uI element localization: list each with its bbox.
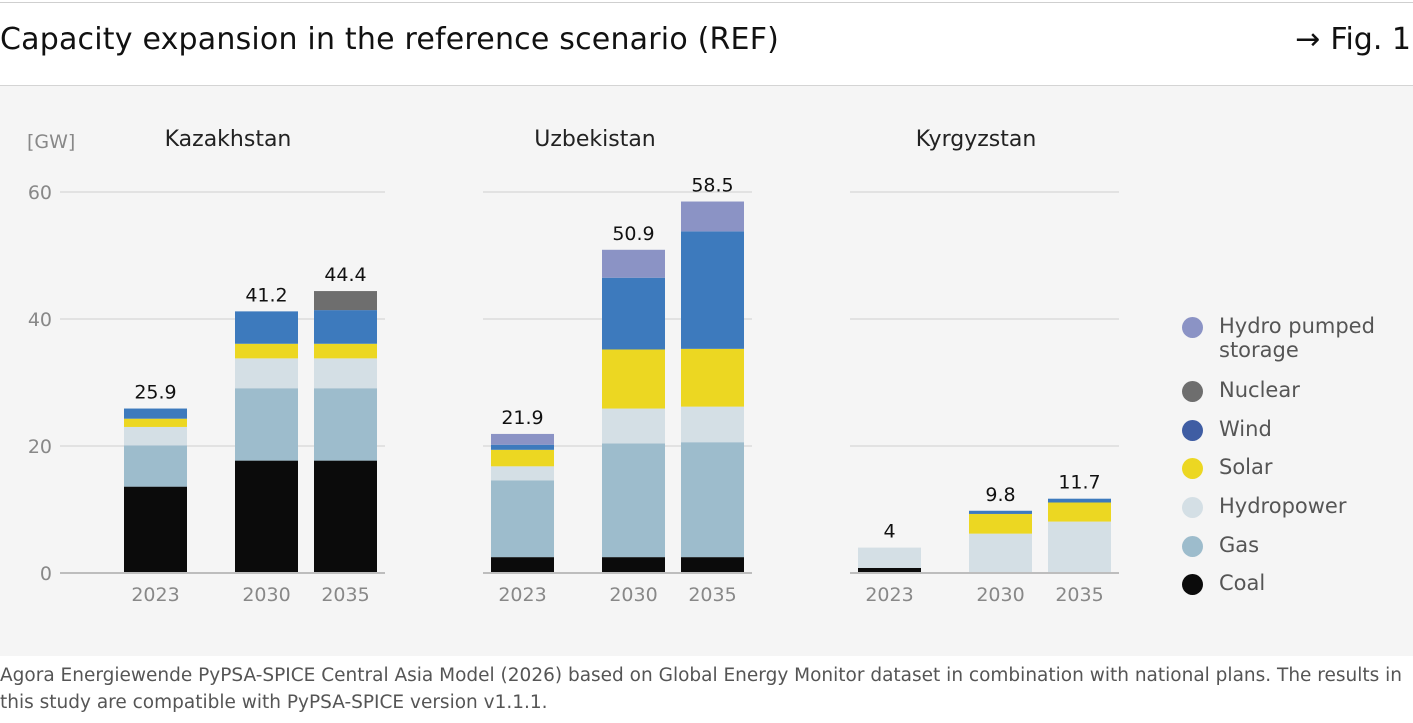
bar-segment-hydropower (858, 547, 921, 568)
legend-label: Coal (1219, 571, 1266, 595)
legend-swatch (1182, 381, 1203, 402)
legend-swatch (1182, 420, 1203, 441)
legend-label: Solar (1219, 455, 1273, 479)
bar-segment-gas (681, 442, 744, 558)
legend-item: Wind (1182, 417, 1409, 441)
panel-title-uzbekistan: Uzbekistan (534, 127, 656, 152)
bar-segment-hydropower (969, 533, 1032, 573)
legend-item: Gas (1182, 533, 1409, 557)
legend-swatch (1182, 317, 1203, 338)
bar-total-label: 50.9 (612, 223, 654, 245)
panel-title-kyrgyzstan: Kyrgyzstan (916, 127, 1037, 152)
legend-label: Hydropower (1219, 494, 1347, 518)
legend-label: Wind (1219, 417, 1272, 441)
legend-swatch (1182, 458, 1203, 479)
y-tick-label: 60 (28, 182, 52, 204)
bar-segment-gas (602, 443, 665, 558)
bar-segment-coal (314, 460, 377, 573)
y-tick-label: 0 (40, 563, 52, 585)
bar-segment-coal (681, 557, 744, 573)
bar-segment-hydropower (602, 408, 665, 444)
bar-segment-wind (491, 444, 554, 450)
bar-segment-wind (602, 277, 665, 350)
legend-label: Gas (1219, 533, 1260, 557)
y-tick-label: 20 (28, 436, 52, 458)
legend-item: Coal (1182, 571, 1409, 595)
legend-label: Nuclear (1219, 378, 1300, 402)
bar-segment-hydropower (314, 358, 377, 389)
arrow-right-icon: → (1295, 22, 1321, 57)
figure-title: Capacity expansion in the reference scen… (0, 22, 780, 57)
legend-item: Solar (1182, 455, 1409, 479)
x-tick-label: 2030 (609, 584, 657, 606)
bar-total-label: 44.4 (324, 264, 366, 286)
bar-segment-solar (491, 449, 554, 467)
bar-segment-gas (235, 388, 298, 461)
bar-segment-hydropower (1048, 521, 1111, 573)
bar-segment-wind (235, 311, 298, 344)
y-axis-unit-label: [GW] (27, 131, 75, 153)
x-tick-label: 2023 (498, 584, 546, 606)
legend-item: Hydro pumped storage (1182, 314, 1409, 362)
y-tick-label: 40 (28, 309, 52, 331)
bar-segment-solar (1048, 502, 1111, 522)
bar-segment-wind (681, 231, 744, 349)
bar-segment-solar (681, 348, 744, 407)
bar-segment-wind (124, 408, 187, 419)
capacity-chart: [GW] 0 20 40 60 Kazakhstan 25.9 2023 41.2 2030 44.… (27, 127, 1119, 606)
bar-segment-hydro-pumped-storage (602, 249, 665, 278)
bar-segment-solar (969, 513, 1032, 534)
legend-label: Hydro pumped storage (1219, 314, 1375, 362)
figure-reference: → Fig. 1 (1295, 22, 1411, 57)
source-note: Agora Energiewende PyPSA-SPICE Central A… (0, 665, 1403, 713)
bar-segment-coal (602, 557, 665, 573)
bar-segment-gas (124, 445, 187, 487)
x-tick-label: 2023 (865, 584, 913, 606)
figure-number: Fig. 1 (1330, 22, 1411, 57)
bar-segment-coal (124, 486, 187, 573)
bar-segment-gas (314, 388, 377, 461)
bar-segment-coal (858, 567, 921, 573)
legend-item: Nuclear (1182, 378, 1409, 402)
bar-segment-hydro-pumped-storage (681, 201, 744, 232)
bar-total-label: 9.8 (985, 484, 1015, 506)
bar-segment-solar (602, 349, 665, 409)
x-tick-label: 2035 (688, 584, 736, 606)
bar-segment-hydropower (235, 358, 298, 389)
x-tick-label: 2030 (242, 584, 290, 606)
bar-total-label: 11.7 (1058, 472, 1100, 494)
bar-segment-wind (314, 310, 377, 344)
bar-segment-hydropower (681, 406, 744, 443)
x-tick-label: 2023 (131, 584, 179, 606)
legend-item: Hydropower (1182, 494, 1409, 518)
bar-total-label: 25.9 (134, 382, 176, 404)
x-tick-label: 2030 (976, 584, 1024, 606)
bar-total-label: 21.9 (501, 407, 543, 429)
bar-segment-solar (314, 343, 377, 359)
bar-segment-solar (124, 418, 187, 427)
bar-segment-hydropower (491, 466, 554, 481)
chart-panel: [GW] 0 20 40 60 Kazakhstan 25.9 2023 41.2 2030 44.… (0, 85, 1413, 656)
bar-segment-gas (491, 480, 554, 558)
bar-segment-wind (969, 510, 1032, 514)
legend-swatch (1182, 574, 1203, 595)
panel-title-kazakhstan: Kazakhstan (165, 127, 292, 152)
x-tick-label: 2035 (321, 584, 369, 606)
legend-swatch (1182, 497, 1203, 518)
x-tick-label: 2035 (1055, 584, 1103, 606)
top-rule (0, 2, 1413, 3)
legend-swatch (1182, 536, 1203, 557)
bar-segment-wind (1048, 498, 1111, 503)
bar-segment-hydro-pumped-storage (491, 433, 554, 445)
bar-segment-nuclear (314, 291, 377, 311)
bar-segment-solar (235, 343, 298, 359)
bar-segment-coal (235, 460, 298, 573)
bar-total-label: 58.5 (691, 175, 733, 197)
bar-total-label: 41.2 (245, 284, 287, 306)
bar-segment-coal (491, 557, 554, 573)
bar-segment-hydropower (124, 426, 187, 446)
bar-total-label: 4 (883, 521, 895, 543)
